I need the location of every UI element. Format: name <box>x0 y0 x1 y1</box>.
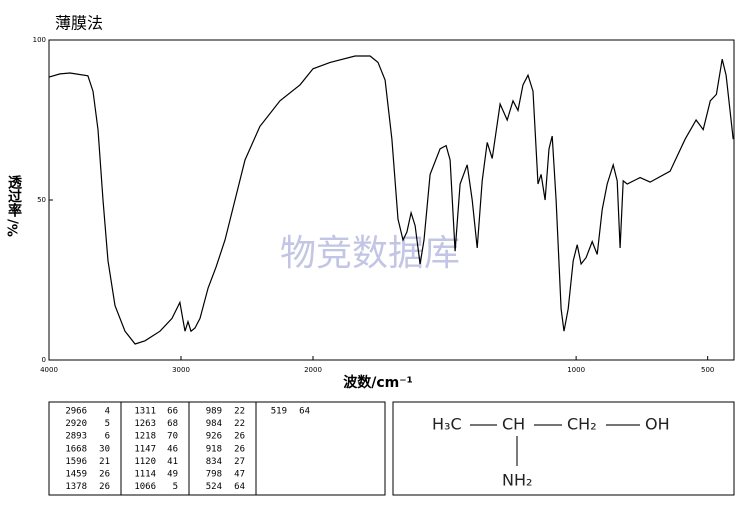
peak-intensity: 22 <box>234 407 245 417</box>
peak-intensity: 30 <box>99 444 110 454</box>
peak-intensity: 6 <box>105 432 110 442</box>
peak-intensity: 5 <box>173 482 178 492</box>
structure-frame <box>392 401 735 496</box>
peak-wavenumber: 1311 <box>134 407 156 417</box>
peak-wavenumber: 984 <box>206 419 222 429</box>
peak-wavenumber: 1114 <box>134 470 156 480</box>
atom-group: NH₂ <box>502 471 532 490</box>
y-tick-label: 100 <box>33 36 46 44</box>
peak-wavenumber: 834 <box>206 457 222 467</box>
peak-intensity: 27 <box>234 457 245 467</box>
peak-intensity: 26 <box>234 432 245 442</box>
peak-wavenumber: 2893 <box>65 432 87 442</box>
peak-intensity: 26 <box>99 482 110 492</box>
peak-intensity: 21 <box>99 457 110 467</box>
peak-wavenumber: 798 <box>206 470 222 480</box>
peak-intensity: 4 <box>105 407 110 417</box>
y-tick-label: 0 <box>42 356 46 364</box>
watermark: 物竞数据库 <box>280 233 460 274</box>
x-tick-label: 500 <box>701 366 714 374</box>
peak-intensity: 41 <box>167 457 178 467</box>
peak-intensity: 66 <box>167 407 178 417</box>
peak-wavenumber: 1459 <box>65 470 87 480</box>
peak-wavenumber: 926 <box>206 432 222 442</box>
bonds <box>470 424 640 466</box>
peak-wavenumber: 918 <box>206 444 222 454</box>
chart-title: 薄膜法 <box>55 14 103 33</box>
peak-wavenumber: 1120 <box>134 457 156 467</box>
peak-intensity: 22 <box>234 419 245 429</box>
peak-wavenumber: 1263 <box>134 419 156 429</box>
x-tick-label: 3000 <box>172 366 190 374</box>
peak-wavenumber: 1218 <box>134 432 156 442</box>
peak-intensity: 26 <box>234 444 245 454</box>
x-axis-label: 波数/cm⁻¹ <box>343 374 413 391</box>
y-tick-label: 50 <box>37 196 46 204</box>
peak-intensity: 5 <box>105 419 110 429</box>
spectrum-line <box>48 55 734 345</box>
peak-wavenumber: 2966 <box>65 407 87 417</box>
x-tick-label: 1000 <box>567 366 585 374</box>
peak-intensity: 70 <box>167 432 178 442</box>
peak-intensity: 68 <box>167 419 178 429</box>
x-tick-label: 4000 <box>40 366 58 374</box>
y-axis-unit: %/ <box>7 219 22 237</box>
y-axis-label: 透过率 <box>6 175 22 218</box>
peak-wavenumber: 1066 <box>134 482 156 492</box>
atom-group: CH <box>502 415 525 434</box>
peak-wavenumber: 524 <box>206 482 222 492</box>
peak-wavenumber: 989 <box>206 407 222 417</box>
peak-wavenumber: 1668 <box>65 444 87 454</box>
peak-wavenumber: 1378 <box>65 482 87 492</box>
peak-intensity: 26 <box>99 470 110 480</box>
peak-intensity: 46 <box>167 444 178 454</box>
plot-frame <box>48 39 735 361</box>
atom-group: OH <box>645 415 670 434</box>
x-tick-label: 2000 <box>304 366 322 374</box>
peak-wavenumber: 2920 <box>65 419 87 429</box>
peak-wavenumber: 519 <box>271 407 287 417</box>
peak-intensity: 64 <box>299 407 310 417</box>
peak-wavenumber: 1147 <box>134 444 156 454</box>
atom-group: CH₂ <box>567 415 597 434</box>
atom-group: H₃C <box>432 415 462 434</box>
peak-intensity: 49 <box>167 470 178 480</box>
peak-table-frame <box>48 401 386 496</box>
peak-wavenumber: 1596 <box>65 457 87 467</box>
peak-intensity: 64 <box>234 482 245 492</box>
peak-intensity: 47 <box>234 470 245 480</box>
